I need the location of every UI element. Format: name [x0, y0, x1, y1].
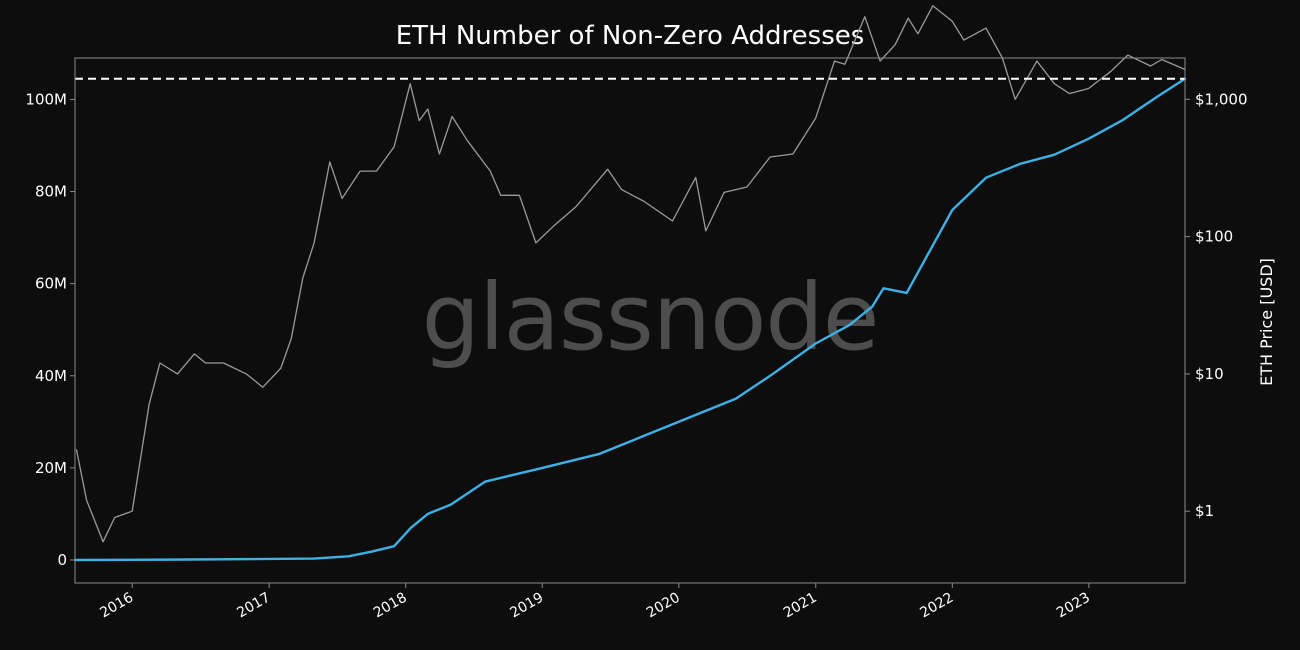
chart-title: ETH Number of Non-Zero Addresses	[396, 21, 865, 51]
right-tick-label: $1	[1195, 502, 1214, 520]
left-tick-label: 40M	[35, 367, 67, 385]
series-line-addresses	[73, 77, 1187, 562]
plot-area	[73, 5, 1187, 562]
left-tick-label: 80M	[35, 183, 67, 201]
left-tick-label: 100M	[25, 90, 67, 108]
x-tick-label: 2021	[781, 590, 820, 622]
x-tick-label: 2023	[1054, 590, 1093, 622]
right-axis: $1 $10 $100 $1,000	[1185, 90, 1248, 520]
x-tick-label: 2018	[371, 590, 410, 622]
right-tick-label: $100	[1195, 228, 1233, 246]
x-axis: 2016 2017 2018 2019 2020 2021 2022 2023	[97, 583, 1093, 621]
x-tick-label: 2017	[234, 590, 273, 622]
left-axis: 0 20M 40M 60M 80M 100M	[25, 90, 75, 569]
x-tick-label: 2020	[644, 590, 683, 622]
series-line-price	[75, 5, 1186, 543]
left-tick-label: 20M	[35, 459, 67, 477]
left-tick-label: 60M	[35, 275, 67, 293]
right-axis-label: ETH Price [USD]	[1257, 258, 1276, 386]
x-tick-label: 2022	[917, 590, 956, 622]
plot-frame	[74, 57, 1186, 584]
x-tick-label: 2016	[97, 590, 136, 622]
right-tick-label: $10	[1195, 365, 1224, 383]
left-tick-label: 0	[57, 551, 67, 569]
watermark-logo: glassnode	[422, 264, 879, 371]
x-tick-label: 2019	[507, 590, 546, 622]
right-tick-label: $1,000	[1195, 90, 1248, 108]
